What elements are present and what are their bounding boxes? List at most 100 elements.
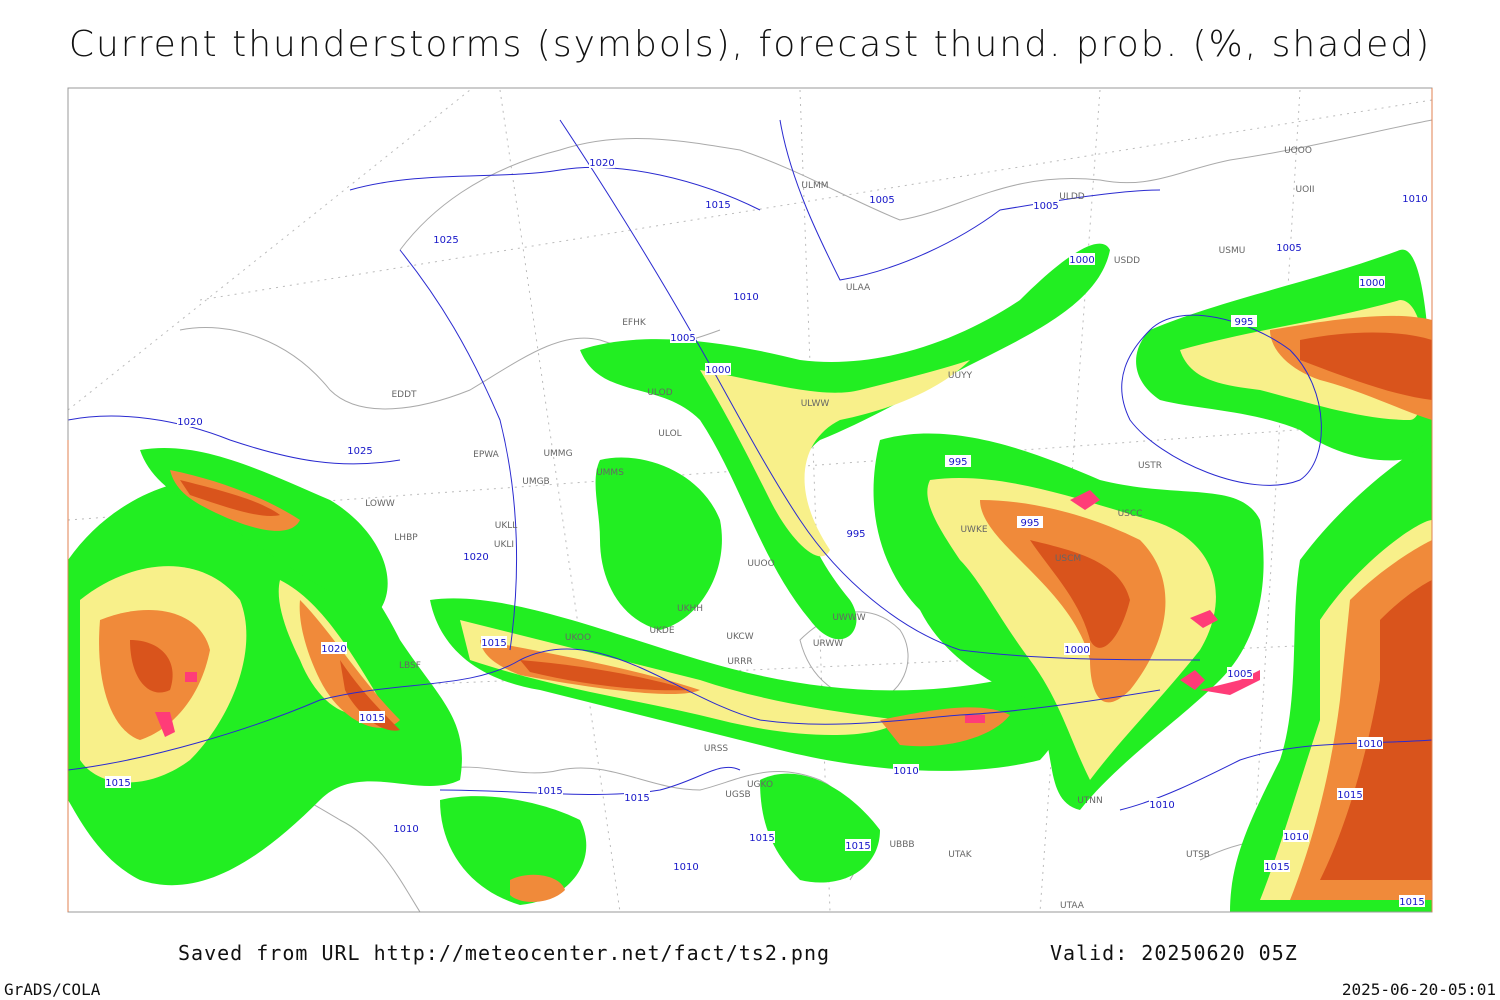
station-label: ULAA	[846, 283, 871, 293]
isobar-label: 1015	[749, 833, 774, 844]
isobar-label-bg	[1231, 315, 1257, 327]
isobar-label: 1005	[1033, 201, 1058, 212]
isobar-label: 995	[1020, 518, 1039, 529]
isobar-label: 995	[1234, 317, 1253, 328]
station-label: UKOO	[565, 633, 591, 643]
isobar-label-bg	[481, 636, 507, 648]
isobar-label: 1000	[1359, 278, 1384, 289]
isobar-label: 1005	[869, 195, 894, 206]
station-label: UUYY	[948, 371, 973, 381]
station-label: UGKO	[747, 780, 773, 790]
isobar-label-bg	[1399, 895, 1425, 907]
isobar-label-bg	[359, 711, 385, 723]
isobar-label: 1010	[1149, 800, 1174, 811]
isobar-label: 1005	[1276, 243, 1301, 254]
software: GrADS/COLA	[4, 980, 101, 999]
source-url: Saved from URL http://meteocenter.net/fa…	[178, 941, 830, 965]
timestamp: 2025-06-20-05:01	[1342, 980, 1496, 999]
isobar-label: 1000	[1069, 255, 1094, 266]
station-label: USCC	[1118, 509, 1143, 519]
station-label: USMU	[1219, 246, 1246, 256]
isobar-label-bg	[1064, 643, 1090, 655]
isobar-label-bg	[1069, 253, 1095, 265]
isobar-label-bg	[733, 290, 759, 302]
isobar-label: 1015	[105, 778, 130, 789]
station-label: ULOD	[647, 388, 672, 398]
station-label: USDD	[1114, 256, 1140, 266]
isobar-label-bg	[177, 415, 203, 427]
station-label: UTNN	[1077, 796, 1103, 806]
isobar-label-bg	[893, 764, 919, 776]
isobar-label: 1015	[1399, 897, 1424, 908]
isobar-label: 1015	[359, 713, 384, 724]
isobar-label-bg	[589, 156, 615, 168]
isobar-label-bg	[1357, 737, 1383, 749]
station-label: USCM	[1055, 554, 1081, 564]
isobar-label: 995	[846, 529, 865, 540]
isobar-label-bg	[1149, 798, 1175, 810]
isobar-label: 1000	[1064, 645, 1089, 656]
isobar-label-bg	[1033, 199, 1059, 211]
isobar-label: 1015	[1337, 790, 1362, 801]
station-label: URWW	[813, 639, 843, 649]
station-label: UWWW	[832, 613, 865, 623]
station-label: UOII	[1296, 185, 1315, 195]
station-label: UKDE	[649, 626, 674, 636]
valid-time: Valid: 20250620 05Z	[1050, 941, 1298, 965]
station-label: UBBB	[889, 840, 914, 850]
isobar-label-bg	[749, 831, 775, 843]
coastline	[399, 119, 1433, 251]
isobar-label-bg	[705, 363, 731, 375]
isobar-label-bg	[433, 233, 459, 245]
prob-very-high	[130, 332, 1432, 880]
station-label: URSS	[704, 744, 729, 754]
isobar-label-bg	[347, 444, 373, 456]
station-label: ULMM	[801, 181, 828, 191]
graticule	[67, 89, 1433, 913]
isobar-label-bg	[673, 860, 699, 872]
isobar-label-bg	[1359, 276, 1385, 288]
isobar-label-bg	[537, 784, 563, 796]
isobar-label-bg	[843, 527, 869, 539]
isobar-label: 1015	[537, 786, 562, 797]
isobar-label: 1010	[733, 292, 758, 303]
station-label: UMMG	[543, 449, 572, 459]
isobar-label: 1010	[1402, 194, 1427, 205]
isobar-label: 1015	[624, 793, 649, 804]
isobar-label-bg	[1227, 667, 1253, 679]
station-label: EFHK	[622, 318, 647, 328]
station-label: UTSB	[1186, 850, 1210, 860]
isobar-label: 1020	[321, 644, 346, 655]
isobar-label-bg	[945, 455, 971, 467]
station-label: LHBP	[394, 533, 418, 543]
station-label: ULWW	[801, 399, 830, 409]
station-label: UOOO	[1284, 146, 1312, 156]
station-label: UWKE	[960, 525, 987, 535]
isobar-label: 1010	[673, 862, 698, 873]
isobar-label-bg	[670, 331, 696, 343]
isobar-label: 1015	[845, 841, 870, 852]
isobar-label-bg	[705, 198, 731, 210]
station-label: UKCW	[726, 632, 753, 642]
station-label: USTR	[1138, 461, 1162, 471]
isobar-label-bg	[624, 791, 650, 803]
station-label: UKLL	[495, 521, 518, 531]
isobar-label-bg	[1264, 860, 1290, 872]
isobar-label: 1010	[1357, 739, 1382, 750]
station-label: UMMS	[596, 468, 624, 478]
isobar-label-bg	[1337, 788, 1363, 800]
isobar-label-bg	[1402, 192, 1428, 204]
isobar-label: 1015	[1264, 862, 1289, 873]
isobar-label: 1010	[893, 766, 918, 777]
isobar-label: 1020	[589, 158, 614, 169]
station-label: EPWA	[473, 450, 500, 460]
isobar-label: 995	[948, 457, 967, 468]
station-label: ULOL	[658, 429, 681, 439]
station-label: URRR	[727, 657, 752, 667]
isobar-label: 1010	[1283, 832, 1308, 843]
isobar-label: 1000	[705, 365, 730, 376]
isobar-label: 1010	[393, 824, 418, 835]
isobar-label-bg	[463, 550, 489, 562]
isobar-label-bg	[1283, 830, 1309, 842]
